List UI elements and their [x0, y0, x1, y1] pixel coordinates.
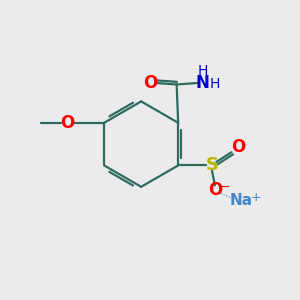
Text: H: H	[209, 76, 220, 91]
Text: H: H	[197, 64, 208, 78]
Text: +: +	[251, 191, 262, 204]
Text: N: N	[196, 74, 209, 92]
Text: −: −	[220, 181, 230, 194]
Text: O: O	[231, 139, 246, 157]
Text: O: O	[143, 74, 157, 92]
Text: Na: Na	[230, 193, 253, 208]
Text: O: O	[60, 114, 74, 132]
Text: O: O	[208, 182, 222, 200]
Text: S: S	[206, 157, 218, 175]
